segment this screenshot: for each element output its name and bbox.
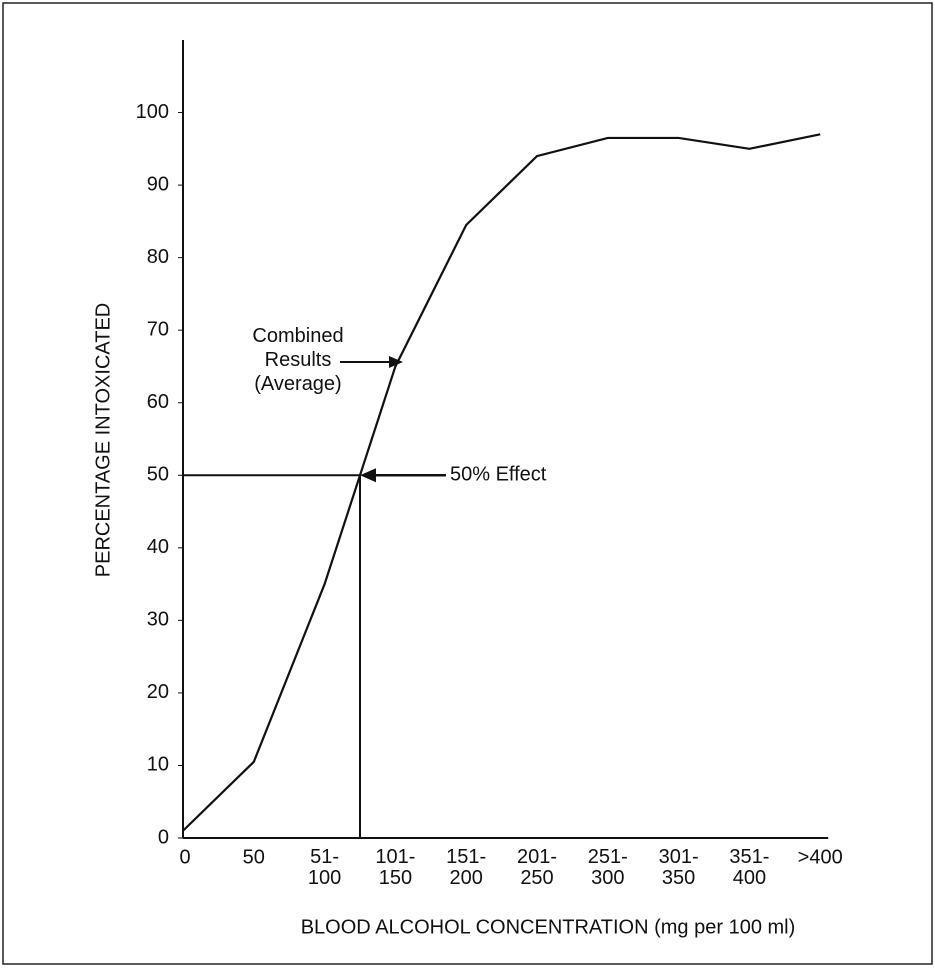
y-tick-label: 90 [147,173,169,195]
y-tick-label: 10 [147,754,169,776]
x-tick-label: 101-150 [375,846,415,889]
x-axis-label: BLOOD ALCOHOL CONCENTRATION (mg per 100 … [301,916,796,938]
arrow-head [360,468,376,483]
y-tick-label: 80 [147,246,169,268]
y-tick-label: 40 [147,536,169,558]
x-tick-label: 351-400 [729,846,769,889]
annotation: Combined Results (Average) [252,325,343,395]
y-tick-label: 60 [147,391,169,413]
y-tick-label: 20 [147,681,169,703]
x-tick-label: 151-200 [446,846,486,889]
x-tick-label: 50 [243,846,265,868]
x-tick-label: 251-300 [588,846,628,889]
annotation: 50% Effect [450,464,547,486]
data-line [182,133,821,832]
x-tick-label: 301-350 [659,846,699,889]
y-tick-label: 50 [147,464,169,486]
y-axis-label: PERCENTAGE INTOXICATED [92,303,114,577]
arrow-head [389,356,403,368]
x-tick-label: 201-250 [517,846,557,889]
x-tick-label: >400 [798,846,843,868]
y-tick-label: 30 [147,609,169,631]
y-tick-label: 70 [147,318,169,340]
x-tick-label: 51-100 [308,846,341,889]
y-tick-label: 0 [158,826,169,848]
y-tick-label: 100 [136,101,169,123]
x-tick-label: 0 [179,846,190,868]
